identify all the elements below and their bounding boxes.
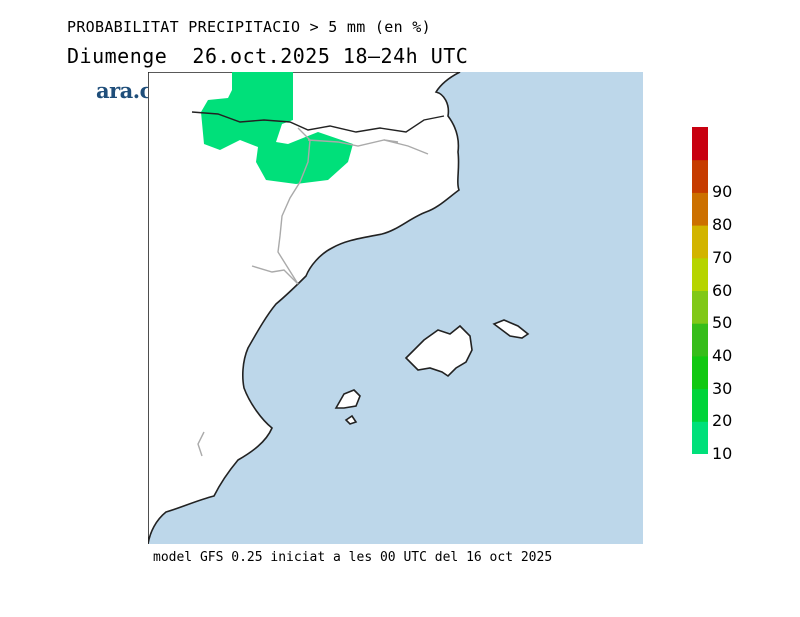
- legend-swatch: [692, 323, 708, 357]
- legend-label: 10: [712, 444, 733, 463]
- legend-swatch: [692, 421, 708, 454]
- legend-label: 60: [712, 280, 733, 300]
- formentera-island: [344, 414, 358, 425]
- legend-swatch: [692, 355, 708, 390]
- legend-label: 80: [712, 215, 733, 235]
- valencia-border: [197, 265, 299, 457]
- legend-swatch: [692, 192, 708, 226]
- precip-probability-area: [201, 72, 353, 184]
- mallorca-island: [404, 324, 473, 378]
- map-subtitle: Diumenge 26.oct.2025 18–24h UTC: [67, 44, 469, 68]
- land-mass: [148, 72, 461, 544]
- legend-label: 30: [712, 378, 733, 398]
- legend-swatch: [692, 388, 708, 422]
- legend-swatch: [692, 127, 708, 161]
- legend-swatch: [692, 225, 708, 259]
- precipitation-map: [148, 72, 643, 544]
- eivissa-island: [334, 389, 361, 409]
- legend-label: 50: [712, 313, 733, 333]
- map-title: PROBABILITAT PRECIPITACIO > 5 mm (en %): [67, 18, 431, 36]
- legend-swatch: [692, 159, 708, 193]
- legend-label: 20: [712, 411, 733, 431]
- catalonia-aragon-border: [277, 127, 311, 285]
- pyrenees-border: [191, 111, 445, 133]
- legend-label: 70: [712, 247, 733, 267]
- legend-label: 90: [712, 182, 733, 202]
- legend-swatch: [692, 290, 708, 324]
- color-scale-bar: [692, 127, 708, 454]
- menorca-island: [492, 319, 530, 339]
- legend-swatch: [692, 257, 708, 291]
- model-info: model GFS 0.25 iniciat a les 00 UTC del …: [153, 550, 553, 565]
- legend-label: 40: [712, 345, 733, 365]
- catalonia-provinces: [307, 139, 429, 155]
